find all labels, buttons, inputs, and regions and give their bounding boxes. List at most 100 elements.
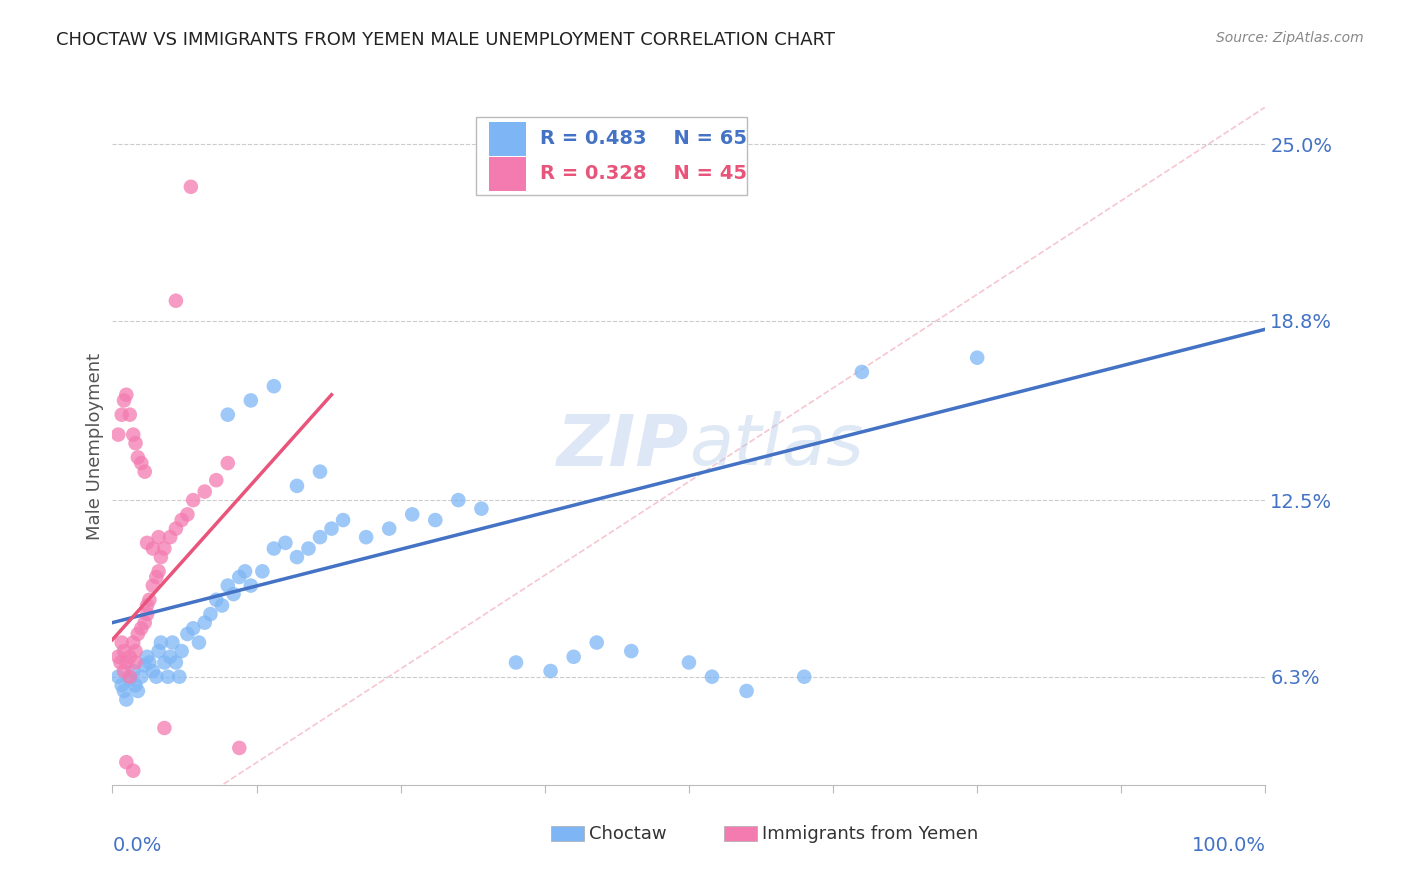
- Point: [148, 565, 170, 579]
- Point: [263, 379, 285, 393]
- Point: [188, 635, 211, 649]
- Point: [585, 635, 607, 649]
- Point: [470, 501, 492, 516]
- Point: [118, 649, 141, 664]
- Point: [239, 393, 262, 408]
- Point: [228, 570, 250, 584]
- Point: [285, 479, 308, 493]
- Point: [142, 541, 165, 556]
- Point: [122, 635, 145, 649]
- Point: [540, 664, 562, 678]
- Point: [205, 473, 228, 487]
- Text: 0.0%: 0.0%: [112, 836, 162, 855]
- Point: [129, 621, 153, 635]
- Point: [297, 541, 319, 556]
- Text: Source: ZipAtlas.com: Source: ZipAtlas.com: [1216, 31, 1364, 45]
- Point: [217, 578, 239, 592]
- Y-axis label: Male Unemployment: Male Unemployment: [86, 352, 104, 540]
- Point: [274, 536, 297, 550]
- Point: [118, 408, 141, 422]
- Point: [142, 664, 165, 678]
- Point: [136, 536, 159, 550]
- Point: [127, 450, 149, 465]
- Point: [136, 649, 159, 664]
- Point: [136, 607, 159, 621]
- Text: CHOCTAW VS IMMIGRANTS FROM YEMEN MALE UNEMPLOYMENT CORRELATION CHART: CHOCTAW VS IMMIGRANTS FROM YEMEN MALE UN…: [56, 31, 835, 49]
- Point: [124, 678, 146, 692]
- Point: [211, 599, 233, 613]
- Point: [136, 599, 159, 613]
- Point: [110, 656, 132, 670]
- Point: [153, 656, 176, 670]
- Point: [124, 644, 146, 658]
- Point: [378, 522, 401, 536]
- Point: [134, 658, 156, 673]
- Point: [228, 740, 250, 755]
- Text: R = 0.328    N = 45: R = 0.328 N = 45: [540, 164, 747, 183]
- Point: [181, 621, 204, 635]
- Point: [122, 427, 145, 442]
- Point: [127, 684, 149, 698]
- Point: [138, 656, 160, 670]
- Text: R = 0.483    N = 65: R = 0.483 N = 65: [540, 129, 747, 148]
- Point: [153, 541, 176, 556]
- Point: [285, 550, 308, 565]
- Point: [194, 615, 217, 630]
- Point: [145, 570, 167, 584]
- Point: [735, 684, 758, 698]
- Point: [124, 656, 146, 670]
- Point: [332, 513, 354, 527]
- Point: [115, 692, 138, 706]
- Point: [112, 644, 135, 658]
- Point: [159, 530, 181, 544]
- Point: [111, 408, 134, 422]
- Point: [127, 627, 149, 641]
- Point: [115, 755, 138, 769]
- Point: [700, 670, 723, 684]
- Point: [122, 764, 145, 778]
- Point: [217, 456, 239, 470]
- Point: [233, 565, 256, 579]
- Point: [124, 436, 146, 450]
- Point: [112, 684, 135, 698]
- FancyBboxPatch shape: [489, 121, 526, 155]
- FancyBboxPatch shape: [551, 826, 583, 841]
- Point: [107, 427, 129, 442]
- Point: [118, 670, 141, 684]
- Point: [111, 678, 134, 692]
- Point: [620, 644, 643, 658]
- Point: [156, 670, 179, 684]
- Point: [200, 607, 222, 621]
- Point: [165, 522, 187, 536]
- Point: [425, 513, 447, 527]
- Point: [134, 465, 156, 479]
- Text: Immigrants from Yemen: Immigrants from Yemen: [762, 825, 979, 843]
- Point: [169, 670, 191, 684]
- Point: [149, 550, 172, 565]
- Point: [148, 530, 170, 544]
- Text: ZIP: ZIP: [557, 411, 689, 481]
- Point: [162, 635, 184, 649]
- Point: [134, 615, 156, 630]
- Point: [176, 508, 198, 522]
- Point: [239, 578, 262, 592]
- Point: [447, 493, 470, 508]
- FancyBboxPatch shape: [475, 117, 747, 195]
- FancyBboxPatch shape: [724, 826, 756, 841]
- Point: [966, 351, 988, 365]
- Point: [165, 656, 187, 670]
- Point: [678, 656, 700, 670]
- Point: [181, 493, 204, 508]
- Point: [107, 670, 129, 684]
- Point: [170, 644, 193, 658]
- Point: [107, 649, 129, 664]
- Point: [159, 649, 181, 664]
- Point: [170, 513, 193, 527]
- Point: [321, 522, 343, 536]
- Point: [111, 635, 134, 649]
- Point: [165, 293, 187, 308]
- Point: [354, 530, 377, 544]
- Point: [217, 408, 239, 422]
- Point: [148, 644, 170, 658]
- Point: [222, 587, 245, 601]
